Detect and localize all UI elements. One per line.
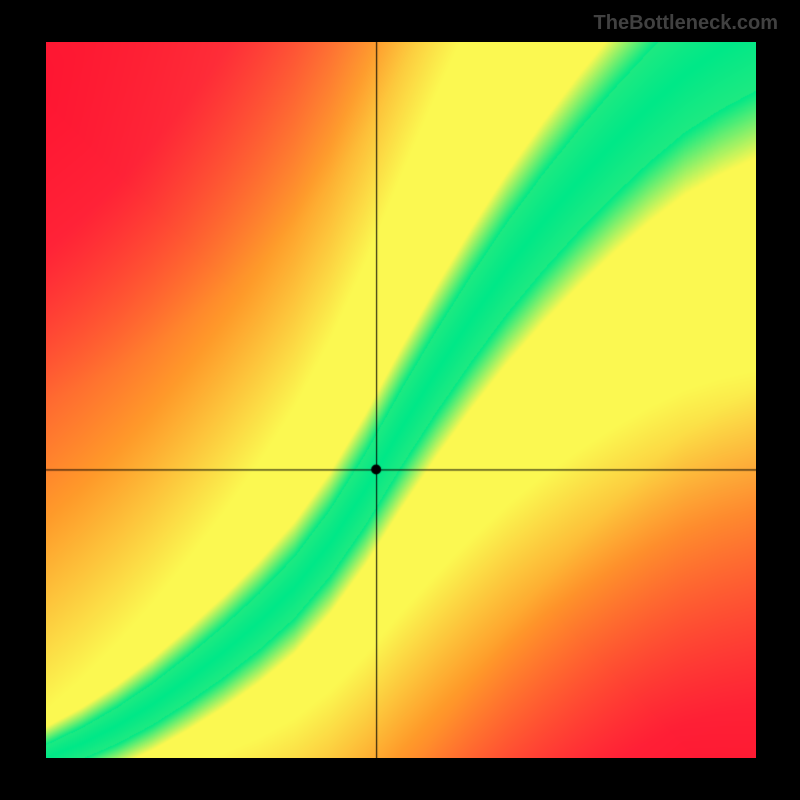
bottleneck-heatmap bbox=[46, 42, 756, 758]
watermark-text: TheBottleneck.com bbox=[594, 12, 778, 35]
chart-container: TheBottleneck.com bbox=[0, 0, 800, 800]
